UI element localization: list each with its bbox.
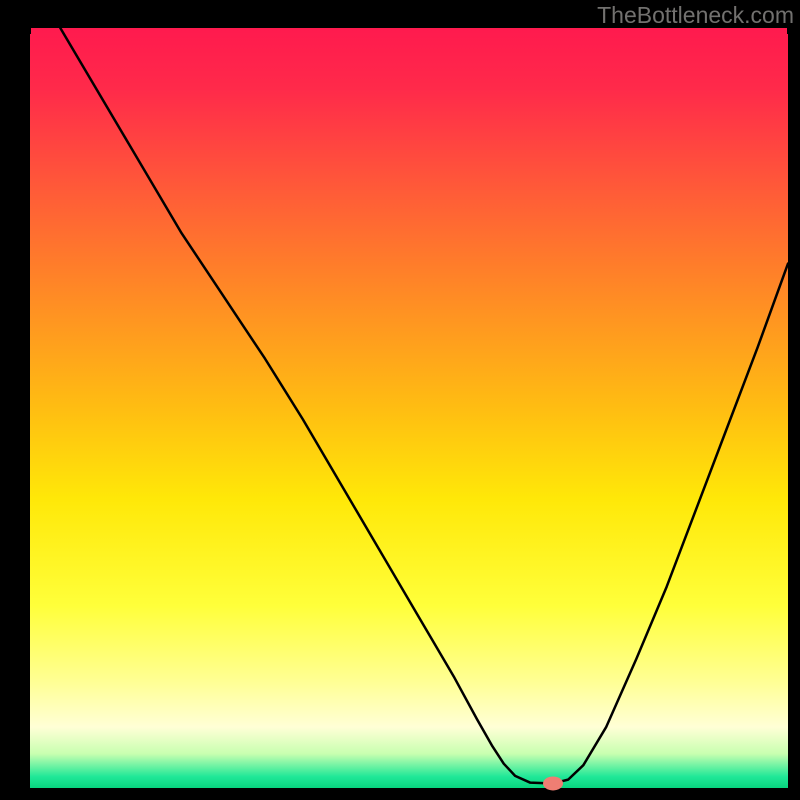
bottleneck-chart <box>0 0 800 800</box>
watermark-text: TheBottleneck.com <box>597 2 794 29</box>
chart-container: TheBottleneck.com <box>0 0 800 800</box>
